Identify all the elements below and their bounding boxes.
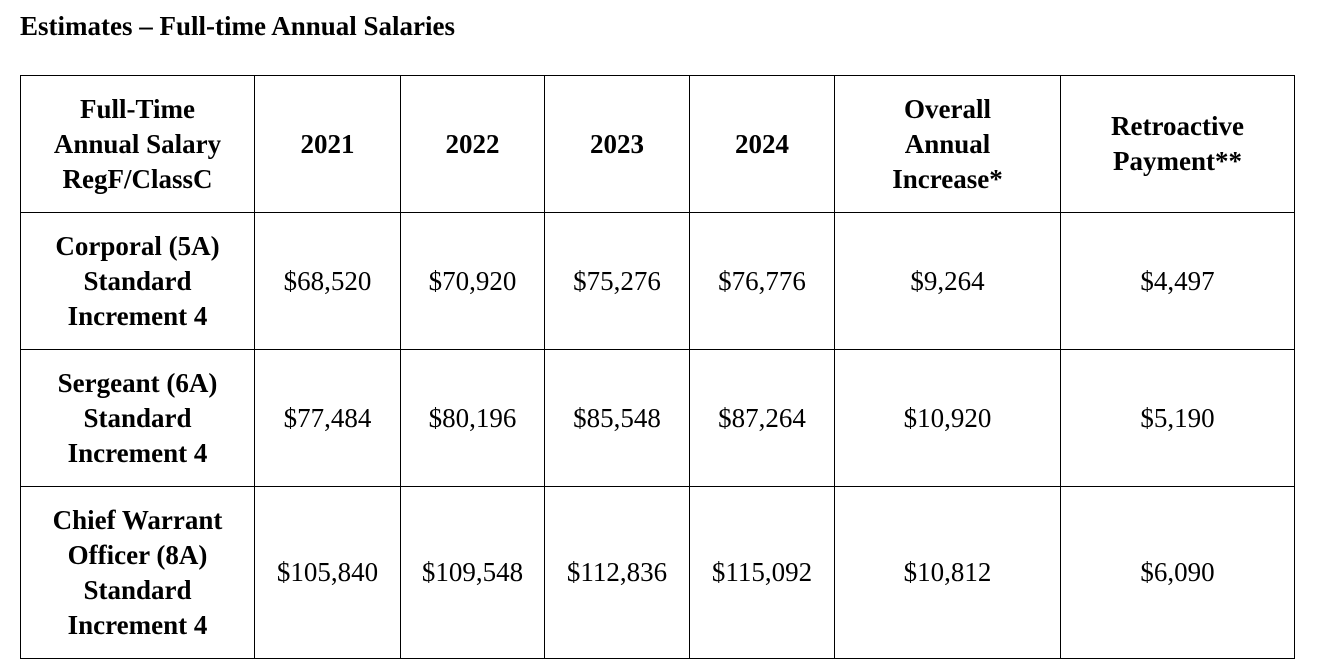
row-label: Chief Warrant Officer (8A) Standard Incr… bbox=[20, 486, 255, 659]
row-label: Sergeant (6A) Standard Increment 4 bbox=[20, 349, 255, 487]
cell-2021: $68,520 bbox=[254, 212, 401, 350]
table-row: Corporal (5A) Standard Increment 4 $68,5… bbox=[20, 212, 1295, 350]
cell-retroactive-payment: $4,497 bbox=[1060, 212, 1295, 350]
table-row: Sergeant (6A) Standard Increment 4 $77,4… bbox=[20, 349, 1295, 487]
header-2021: 2021 bbox=[254, 75, 401, 213]
cell-overall-increase: $10,920 bbox=[834, 349, 1061, 487]
table-row: Chief Warrant Officer (8A) Standard Incr… bbox=[20, 486, 1295, 659]
cell-2022: $70,920 bbox=[400, 212, 545, 350]
cell-overall-increase: $10,812 bbox=[834, 486, 1061, 659]
header-salary-class: Full-Time Annual Salary RegF/ClassC bbox=[20, 75, 255, 213]
row-label: Corporal (5A) Standard Increment 4 bbox=[20, 212, 255, 350]
header-row: Full-Time Annual Salary RegF/ClassC 2021… bbox=[20, 75, 1295, 213]
salary-table: Full-Time Annual Salary RegF/ClassC 2021… bbox=[20, 75, 1295, 659]
cell-retroactive-payment: $6,090 bbox=[1060, 486, 1295, 659]
cell-2023: $75,276 bbox=[544, 212, 690, 350]
header-retroactive-payment: Retroactive Payment** bbox=[1060, 75, 1295, 213]
cell-2024: $87,264 bbox=[689, 349, 835, 487]
cell-2022: $109,548 bbox=[400, 486, 545, 659]
header-2022: 2022 bbox=[400, 75, 545, 213]
cell-2023: $112,836 bbox=[544, 486, 690, 659]
document-title: Estimates – Full-time Annual Salaries bbox=[20, 11, 456, 41]
cell-2024: $115,092 bbox=[689, 486, 835, 659]
cell-2024: $76,776 bbox=[689, 212, 835, 350]
cell-2023: $85,548 bbox=[544, 349, 690, 487]
header-2023: 2023 bbox=[544, 75, 690, 213]
header-overall-increase: Overall Annual Increase* bbox=[834, 75, 1061, 213]
cell-2021: $105,840 bbox=[254, 486, 401, 659]
header-2024: 2024 bbox=[689, 75, 835, 213]
cell-overall-increase: $9,264 bbox=[834, 212, 1061, 350]
cell-2021: $77,484 bbox=[254, 349, 401, 487]
cell-retroactive-payment: $5,190 bbox=[1060, 349, 1295, 487]
cell-2022: $80,196 bbox=[400, 349, 545, 487]
